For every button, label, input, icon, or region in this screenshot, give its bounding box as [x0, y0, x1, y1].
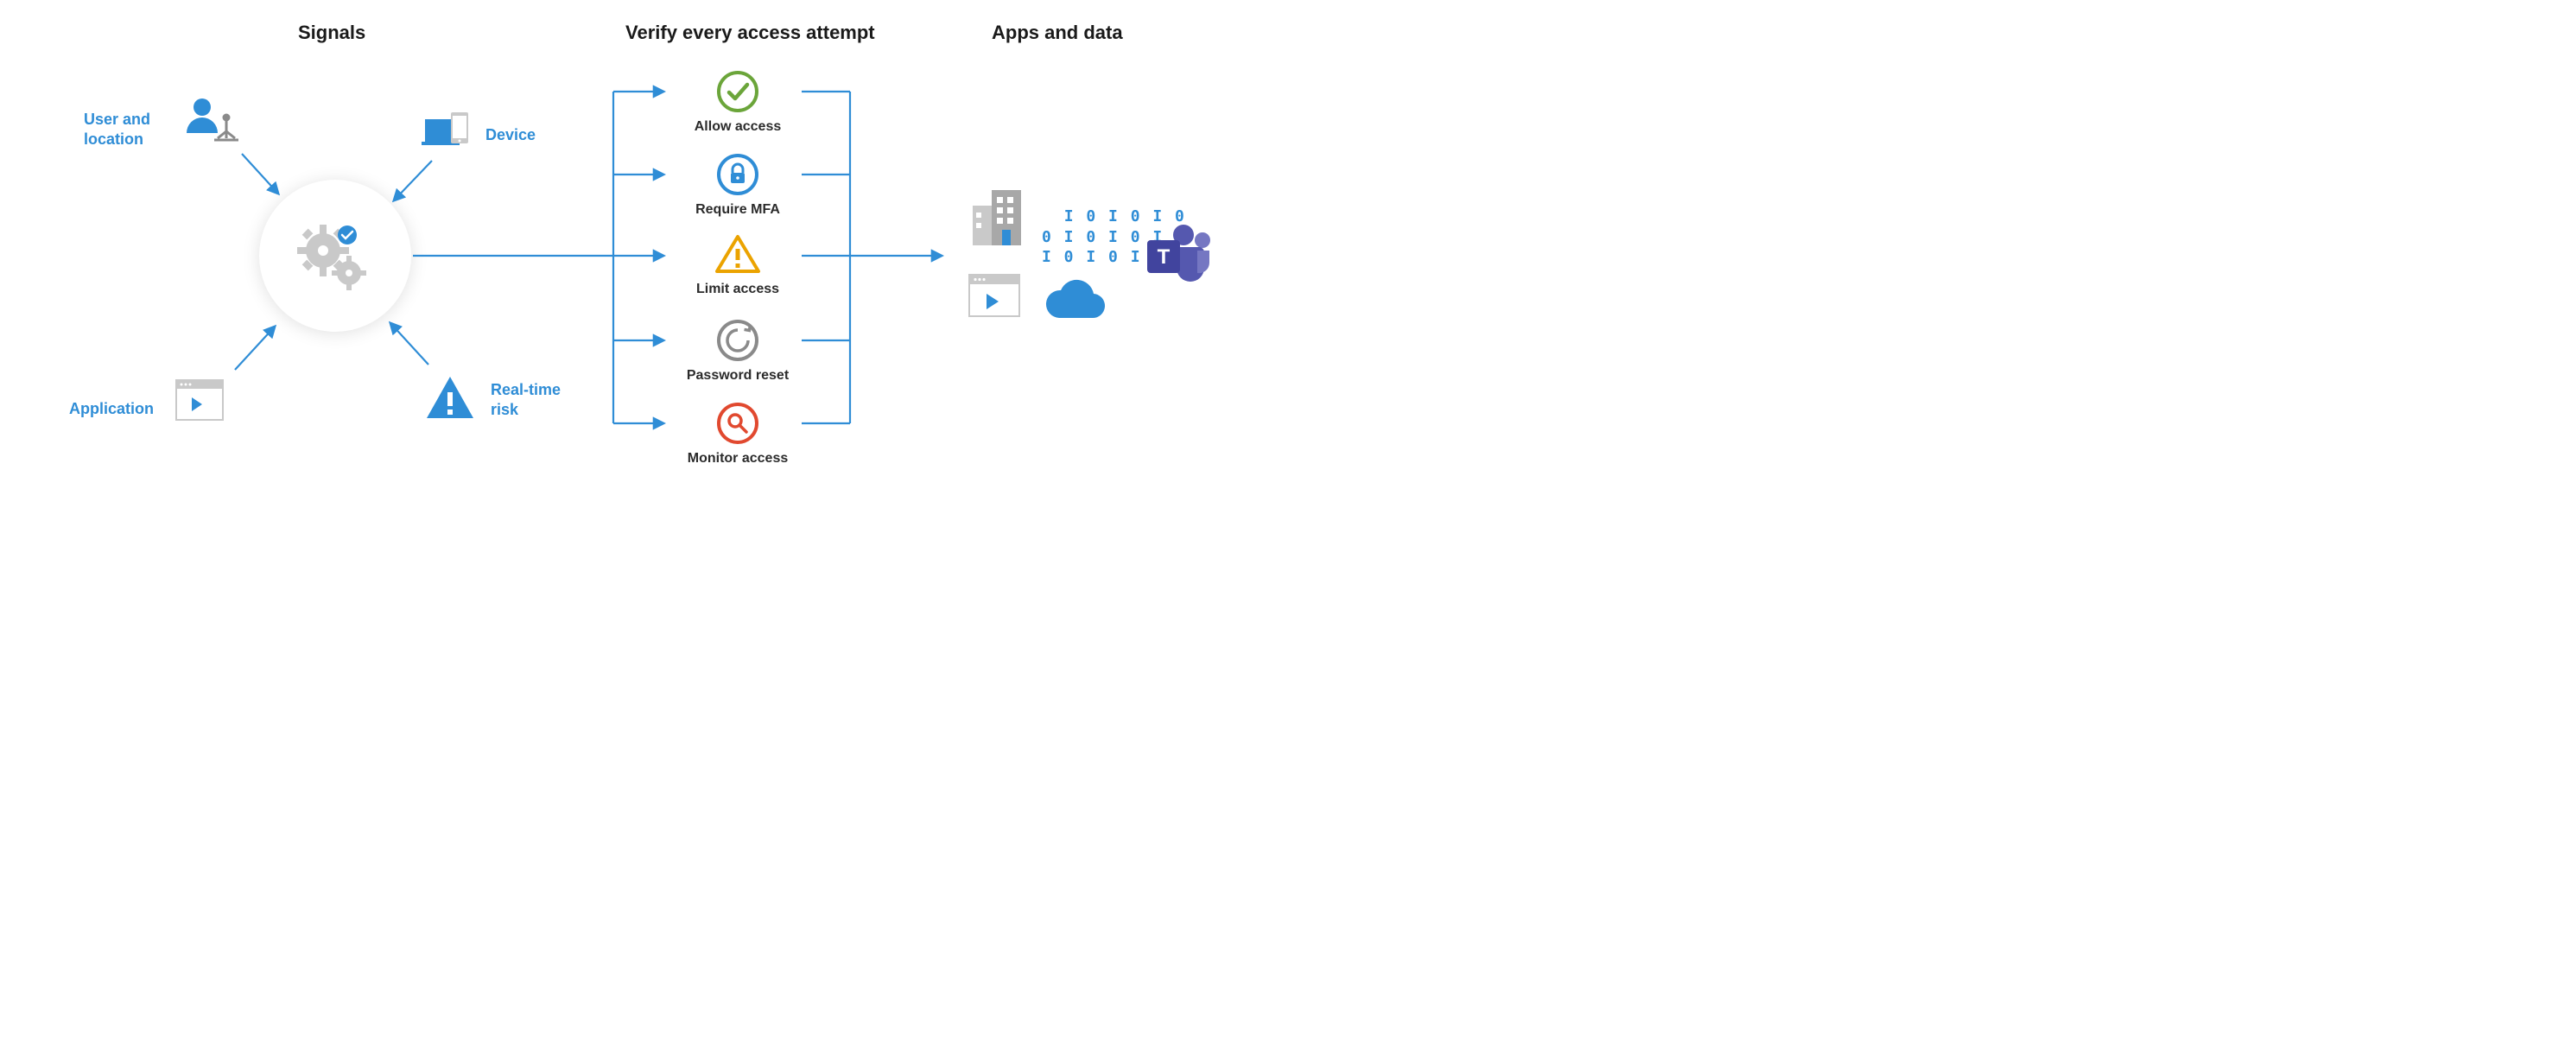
signal-user-location-text: User and location [84, 111, 150, 148]
building-icon [968, 181, 1026, 253]
application-icon [174, 378, 225, 426]
section-title-verify: Verify every access attempt [625, 22, 875, 44]
verify-label-mfa: Require MFA [682, 202, 793, 218]
device-icon [422, 109, 472, 155]
require-mfa-icon [715, 152, 760, 201]
section-title-apps: Apps and data [992, 22, 1123, 44]
gears-icon [294, 216, 377, 303]
svg-text:T: T [1158, 245, 1171, 269]
user-location-icon [181, 95, 244, 151]
risk-icon [423, 373, 477, 426]
password-reset-icon [715, 318, 760, 367]
teams-icon: T [1139, 221, 1215, 295]
verify-label-limit: Limit access [682, 282, 793, 297]
signal-label-user-location: User and location [84, 110, 170, 149]
limit-access-icon [714, 232, 762, 281]
browser-app-icon [968, 273, 1021, 322]
section-title-signals: Signals [298, 22, 365, 44]
signal-label-device: Device [485, 125, 536, 145]
cloud-icon [1037, 276, 1114, 331]
allow-access-icon [715, 69, 760, 118]
signal-label-realtime-risk: Real-time risk [491, 380, 577, 419]
verify-label-pwd: Password reset [682, 368, 793, 384]
signal-application-text: Application [69, 400, 154, 417]
verify-label-monitor: Monitor access [682, 451, 793, 467]
signal-risk-text: Real-time risk [491, 381, 561, 418]
signal-device-text: Device [485, 126, 536, 143]
verify-label-allow: Allow access [682, 119, 793, 135]
signal-label-application: Application [69, 399, 154, 419]
monitor-access-icon [715, 401, 760, 450]
